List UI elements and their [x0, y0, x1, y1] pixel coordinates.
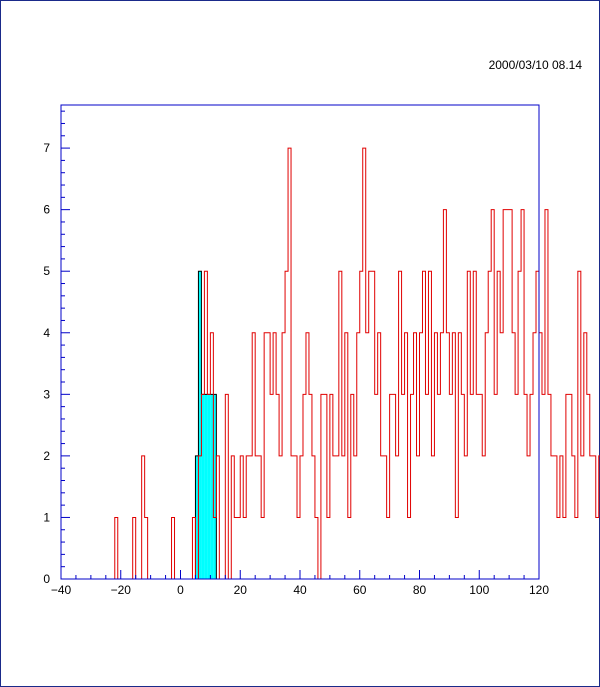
histogram-bin	[234, 517, 237, 579]
y-tick-label: 7	[43, 141, 50, 155]
histogram-bin	[476, 394, 479, 579]
histogram-bin	[270, 394, 273, 579]
sub-histogram-bar	[210, 394, 214, 579]
histogram-bin	[431, 456, 434, 579]
histogram-bin	[494, 394, 497, 579]
histogram-bin	[249, 456, 252, 579]
histogram-bin	[408, 517, 411, 579]
histogram-bin	[506, 210, 509, 579]
histogram-bin	[425, 394, 428, 579]
sub-histogram-bar	[198, 271, 202, 579]
histogram-bin	[527, 456, 530, 579]
histogram-bin	[387, 517, 390, 579]
histogram-bin	[237, 517, 240, 579]
sub-histogram-bar	[213, 394, 217, 579]
x-tick-label: 100	[469, 583, 489, 597]
histogram-bin	[470, 394, 473, 579]
histogram-bin	[291, 456, 294, 579]
histogram-bin	[327, 517, 330, 579]
histogram-bin	[563, 517, 566, 579]
histogram-bin	[551, 456, 554, 579]
plot-axes: −40 −20 0 20 40 60 80 100 120 0 1 2 3 4 5 6 7	[43, 104, 549, 597]
histogram-bin	[437, 394, 440, 579]
histogram-bin	[333, 456, 336, 579]
sub-histogram-bar	[201, 394, 205, 579]
histogram-bin	[581, 456, 584, 579]
x-tick-label: 120	[529, 583, 549, 597]
histogram-bin	[500, 333, 503, 579]
histogram-bin	[482, 456, 485, 579]
main-histogram	[61, 147, 600, 580]
histogram-bin	[381, 456, 384, 579]
y-tick-label: 6	[43, 203, 50, 217]
histogram-bin	[455, 517, 458, 579]
histogram-bin	[366, 333, 369, 579]
y-tick-label: 4	[43, 326, 50, 340]
histogram-bin	[261, 517, 264, 579]
histogram-bin	[596, 517, 599, 579]
histogram-bin	[342, 456, 345, 579]
histogram-bin	[354, 456, 357, 579]
x-tick-label: −40	[51, 583, 72, 597]
sub-histogram-bar	[195, 455, 199, 579]
x-tick-label: −20	[111, 583, 132, 597]
histogram-bin	[590, 456, 593, 579]
histogram-bin	[279, 456, 282, 579]
histogram-bin	[557, 517, 560, 579]
x-tick-label: 80	[413, 583, 427, 597]
y-tick-label: 1	[43, 510, 50, 524]
histogram-bin	[449, 394, 452, 579]
histogram-bin	[375, 394, 378, 579]
x-tick-label: 40	[293, 583, 307, 597]
y-tick-label: 3	[43, 387, 50, 401]
sub-histogram-bar	[207, 394, 211, 579]
y-tick-label: 0	[43, 572, 50, 586]
histogram-bin	[243, 517, 246, 579]
histogram-bin	[417, 456, 420, 579]
histogram-bin	[464, 456, 467, 579]
histogram-bin	[396, 456, 399, 579]
datestamp-label: 2000/03/10 08.14	[489, 58, 583, 72]
histogram-bin	[402, 394, 405, 579]
x-tick-label: 0	[177, 583, 184, 597]
y-tick-label: 5	[43, 264, 50, 278]
histogram-bin	[515, 394, 518, 579]
histogram-step-line	[61, 147, 600, 580]
x-tick-label: 20	[234, 583, 248, 597]
histogram-bin	[255, 456, 258, 579]
histogram-bin	[297, 517, 300, 579]
y-tick-label: 2	[43, 449, 50, 463]
sub-histogram-bar	[204, 394, 208, 579]
histogram-bin	[348, 517, 351, 579]
x-tick-label: 60	[353, 583, 367, 597]
histogram-bin	[542, 394, 545, 579]
histogram-bin	[575, 517, 578, 579]
histogram-bin	[336, 456, 339, 579]
